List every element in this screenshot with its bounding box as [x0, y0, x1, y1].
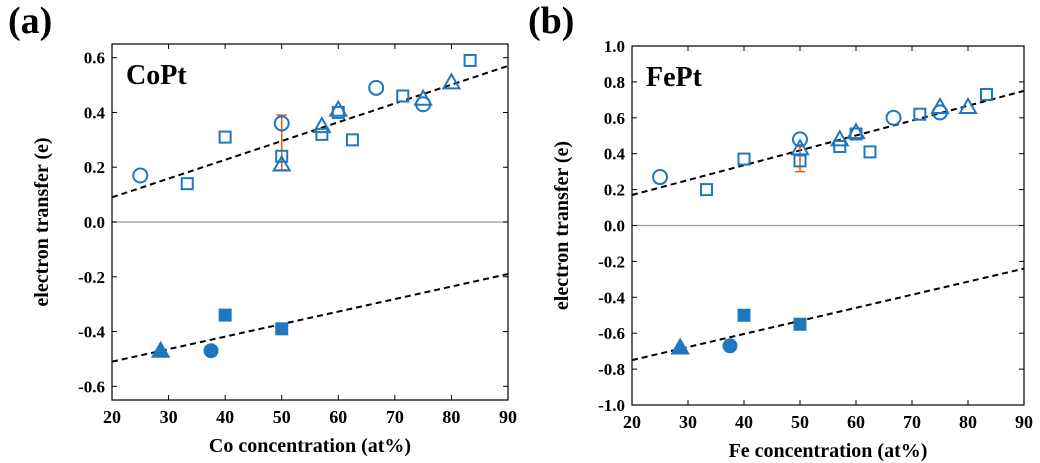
x-tick-label: 40	[216, 407, 234, 427]
y-tick-label: 0.4	[604, 145, 626, 164]
data-point-open-square	[863, 145, 877, 159]
data-point-open-circle	[652, 169, 668, 186]
x-tick-label: 20	[103, 407, 121, 427]
fit-line-2	[111, 273, 509, 363]
x-tick-label: 60	[329, 407, 347, 427]
data-point-open-circle	[273, 115, 290, 132]
data-point-open-triangle	[312, 116, 332, 134]
x-axis-label: Fe concentration (at%)	[729, 440, 928, 462]
data-point-open-square	[345, 133, 359, 147]
chart-panel-2: 20 30 40 50 60 70 80 90 -1.0 -0.8 -0.6 -0.4 -0.2 0.0 0…	[551, 37, 1033, 462]
y-tick-label: -1.0	[598, 396, 625, 415]
data-point-filled-square	[275, 322, 289, 336]
data-point-open-triangle	[930, 97, 950, 115]
y-tick-label: -0.2	[78, 268, 105, 287]
data-point-open-triangle	[328, 99, 349, 117]
y-tick-label: -0.4	[78, 323, 105, 342]
x-tick-label: 70	[903, 412, 921, 432]
panel-letter-b: (b)	[528, 0, 575, 42]
data-point-open-square	[396, 89, 410, 103]
data-point-open-circle	[132, 167, 149, 184]
y-tick-label: 0.0	[604, 217, 625, 236]
y-tick-label: -0.8	[598, 360, 625, 379]
panel-letter-a: (a)	[8, 0, 53, 42]
fit-line-2	[631, 267, 1025, 362]
y-tick-label: 0.6	[84, 49, 105, 68]
x-tick-label: 40	[735, 412, 753, 432]
data-point-open-triangle	[790, 138, 810, 156]
data-point-open-square	[793, 154, 807, 168]
data-point-open-triangle	[413, 88, 433, 106]
data-point-open-square	[833, 140, 847, 154]
data-point-filled-square	[737, 308, 751, 322]
y-tick-label: 0.0	[84, 213, 105, 232]
y-tick-label: -0.4	[598, 288, 625, 307]
x-tick-label: 90	[499, 407, 517, 427]
x-axis-label: Co concentration (at%)	[209, 435, 411, 457]
y-tick-label: -0.6	[78, 377, 105, 396]
fit-line-1	[631, 89, 1025, 196]
data-point-open-square	[463, 53, 477, 67]
x-tick-label: 30	[160, 407, 178, 427]
data-point-filled-square	[218, 308, 232, 322]
panel-title-label: CoPt	[126, 60, 187, 91]
y-tick-label: -0.2	[598, 252, 625, 271]
y-tick-label: 0.2	[604, 181, 625, 200]
x-tick-label: 50	[791, 412, 809, 432]
data-point-open-circle	[885, 109, 902, 126]
data-point-open-square	[737, 152, 751, 166]
data-point-filled-circle	[722, 338, 738, 354]
chart-panel-1: 20 30 40 50 60 70 80 90 -0.6 -0.4 -0.2 0.0 0.2 0.4 0.6…	[31, 43, 517, 457]
data-point-open-square	[315, 127, 329, 141]
y-tick-label: 0.4	[84, 103, 106, 122]
data-point-open-circle	[792, 131, 808, 148]
data-point-open-triangle	[958, 97, 978, 115]
x-tick-label: 20	[623, 412, 641, 432]
y-tick-label: 0.8	[604, 73, 625, 92]
data-point-open-triangle	[830, 129, 850, 147]
y-tick-label: 0.6	[604, 109, 625, 128]
x-tick-label: 60	[847, 412, 865, 432]
y-tick-label: 0.2	[84, 158, 105, 177]
data-point-filled-triangle	[150, 340, 171, 358]
x-tick-label: 50	[273, 407, 291, 427]
y-tick-label: 1.0	[604, 37, 625, 56]
data-point-filled-circle	[203, 343, 219, 359]
data-point-open-square	[275, 149, 289, 163]
data-point-open-triangle	[441, 72, 462, 90]
panel-title-label: FePt	[646, 62, 703, 93]
data-point-open-square	[699, 183, 713, 197]
data-point-open-square	[180, 177, 194, 191]
x-tick-label: 90	[1015, 412, 1033, 432]
x-tick-label: 80	[959, 412, 977, 432]
data-point-open-square	[979, 87, 993, 101]
data-point-open-triangle	[846, 122, 866, 140]
data-point-open-circle	[368, 79, 385, 96]
x-tick-label: 80	[442, 407, 460, 427]
y-axis-label: electron transfer (e)	[31, 137, 53, 306]
data-point-filled-triangle	[670, 337, 690, 355]
data-point-filled-square	[793, 317, 807, 331]
data-point-open-triangle	[271, 154, 292, 172]
x-tick-label: 30	[679, 412, 697, 432]
x-tick-label: 70	[386, 407, 404, 427]
y-axis-label: electron transfer (e)	[551, 141, 573, 310]
data-point-open-square	[913, 107, 927, 121]
data-point-open-square	[218, 130, 232, 144]
y-tick-label: -0.6	[598, 324, 625, 343]
